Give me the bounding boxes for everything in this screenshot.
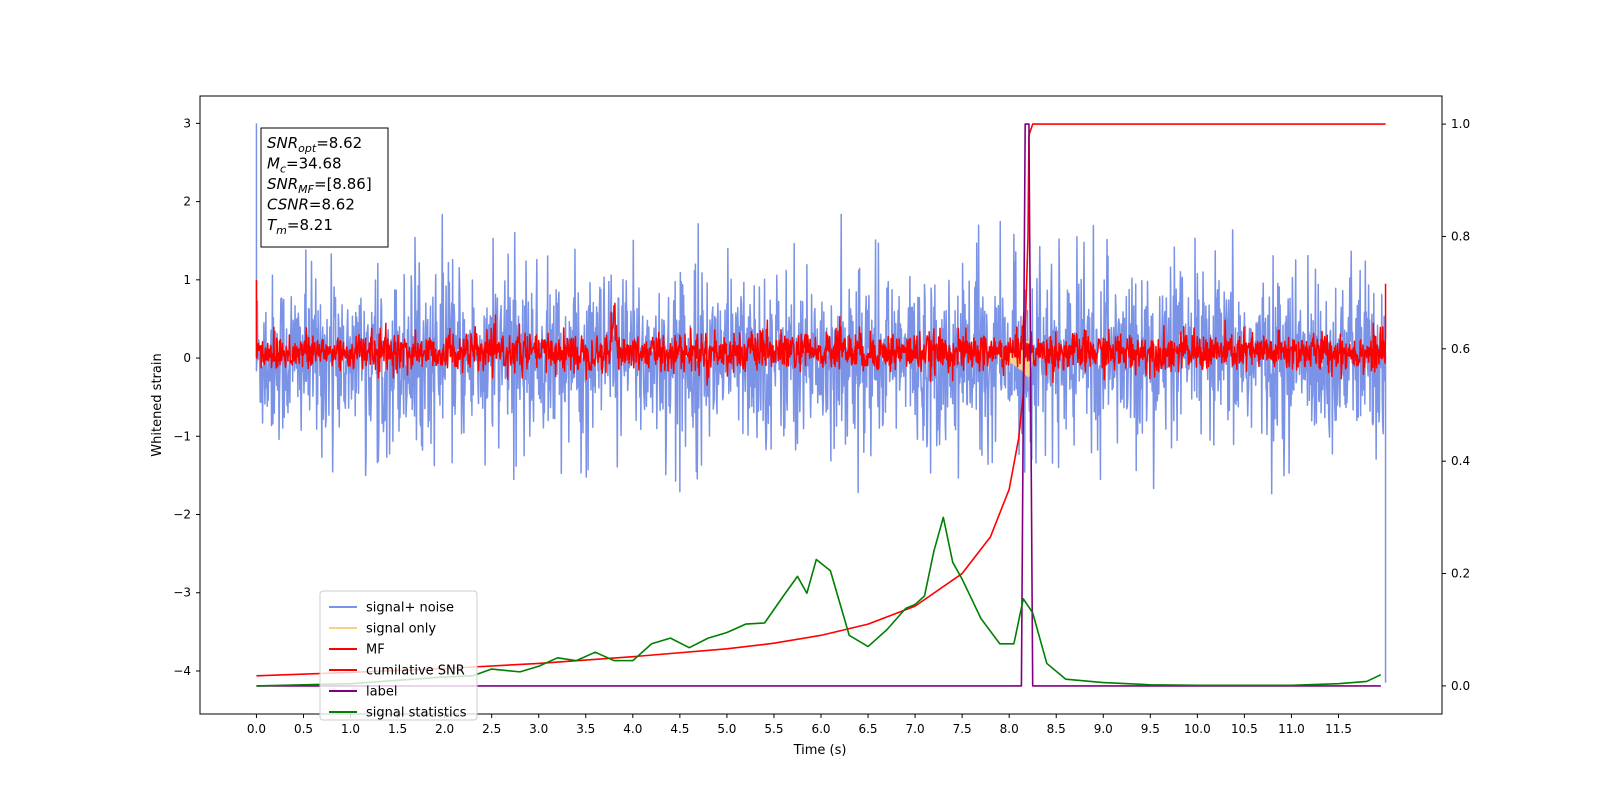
series-layer	[255, 123, 1387, 687]
x-tick-label: 11.5	[1325, 722, 1352, 736]
x-tick-label: 1.0	[341, 722, 360, 736]
x-tick-label: 5.0	[717, 722, 736, 736]
x-tick-label: 1.5	[388, 722, 407, 736]
y-right-tick-label: 0.4	[1451, 454, 1470, 468]
x-tick-label: 7.5	[953, 722, 972, 736]
x-tick-label: 8.0	[1000, 722, 1019, 736]
x-tick-label: 6.0	[811, 722, 830, 736]
x-tick-label: 3.0	[529, 722, 548, 736]
x-tick-label: 0.5	[294, 722, 313, 736]
x-tick-label: 5.5	[764, 722, 783, 736]
y-axis-right: 1.0 0.8 0.6 0.4 0.2 0.0	[1442, 117, 1470, 693]
legend-label: MF	[366, 643, 385, 658]
series-cumilative-snr	[256, 123, 1386, 677]
x-tick-label: 2.0	[435, 722, 454, 736]
snr-annotation-box: SNRopt=8.62Mc=34.68SNRMF=[8.86]CSNR=8.62…	[260, 127, 389, 248]
annotation-line: Mc=34.68	[267, 155, 342, 176]
x-tick-label: 4.0	[623, 722, 642, 736]
y-left-tick-label: −3	[173, 586, 191, 600]
x-tick-label: 6.5	[858, 722, 877, 736]
y-left-tick-label: 1	[183, 273, 191, 287]
x-tick-label: 8.5	[1047, 722, 1066, 736]
legend-label: signal+ noise	[366, 601, 454, 616]
series-label	[256, 123, 1381, 687]
legend-label: cumilative SNR	[366, 664, 465, 679]
x-tick-label: 0.0	[247, 722, 266, 736]
y-left-tick-label: −4	[173, 664, 191, 678]
x-tick-label: 9.5	[1141, 722, 1160, 736]
y-left-tick-label: −1	[173, 429, 191, 443]
annotation-line: SNRopt=8.62	[267, 134, 362, 155]
series-mf	[255, 279, 1387, 386]
x-tick-label: 7.0	[906, 722, 925, 736]
legend-label: signal statistics	[366, 706, 467, 721]
y-left-tick-label: 0	[183, 351, 191, 365]
annotation-line: CSNR=8.62	[267, 196, 355, 214]
y-right-tick-label: 0.0	[1451, 679, 1470, 693]
y-right-tick-label: 1.0	[1451, 117, 1470, 131]
x-tick-label: 11.0	[1278, 722, 1305, 736]
legend-label: label	[366, 685, 397, 700]
x-axis: 0.0 0.5 1.0 1.5 2.0 2.5 3.0 3.5 4.0 4.5 5.0 5.5 6.0 6…	[247, 714, 1352, 736]
x-tick-label: 9.0	[1094, 722, 1113, 736]
y-left-tick-label: 3	[183, 116, 191, 130]
series-signal-statistics	[256, 516, 1382, 687]
y-axis-label: Whitened strain	[150, 353, 165, 456]
x-tick-label: 2.5	[482, 722, 501, 736]
y-right-tick-label: 0.8	[1451, 229, 1470, 243]
x-axis-label: Time (s)	[793, 743, 847, 758]
plot-area	[255, 123, 1387, 687]
y-right-tick-label: 0.2	[1451, 567, 1470, 581]
y-left-tick-label: 2	[183, 195, 191, 209]
y-left-tick-label: −2	[173, 508, 191, 522]
y-axis-left: 3 2 1 0 −1 −2 −3 −4	[173, 116, 200, 678]
x-tick-label: 10.5	[1231, 722, 1258, 736]
legend-label: signal only	[366, 622, 436, 637]
x-tick-label: 10.0	[1184, 722, 1211, 736]
annotation-line: SNRMF=[8.86]	[267, 175, 372, 196]
x-tick-label: 3.5	[576, 722, 595, 736]
annotation-line: Tm=8.21	[267, 216, 333, 237]
x-tick-label: 4.5	[670, 722, 689, 736]
legend: signal+ noise signal only MF cumilative SNR…	[319, 590, 478, 721]
y-right-tick-label: 0.6	[1451, 342, 1470, 356]
